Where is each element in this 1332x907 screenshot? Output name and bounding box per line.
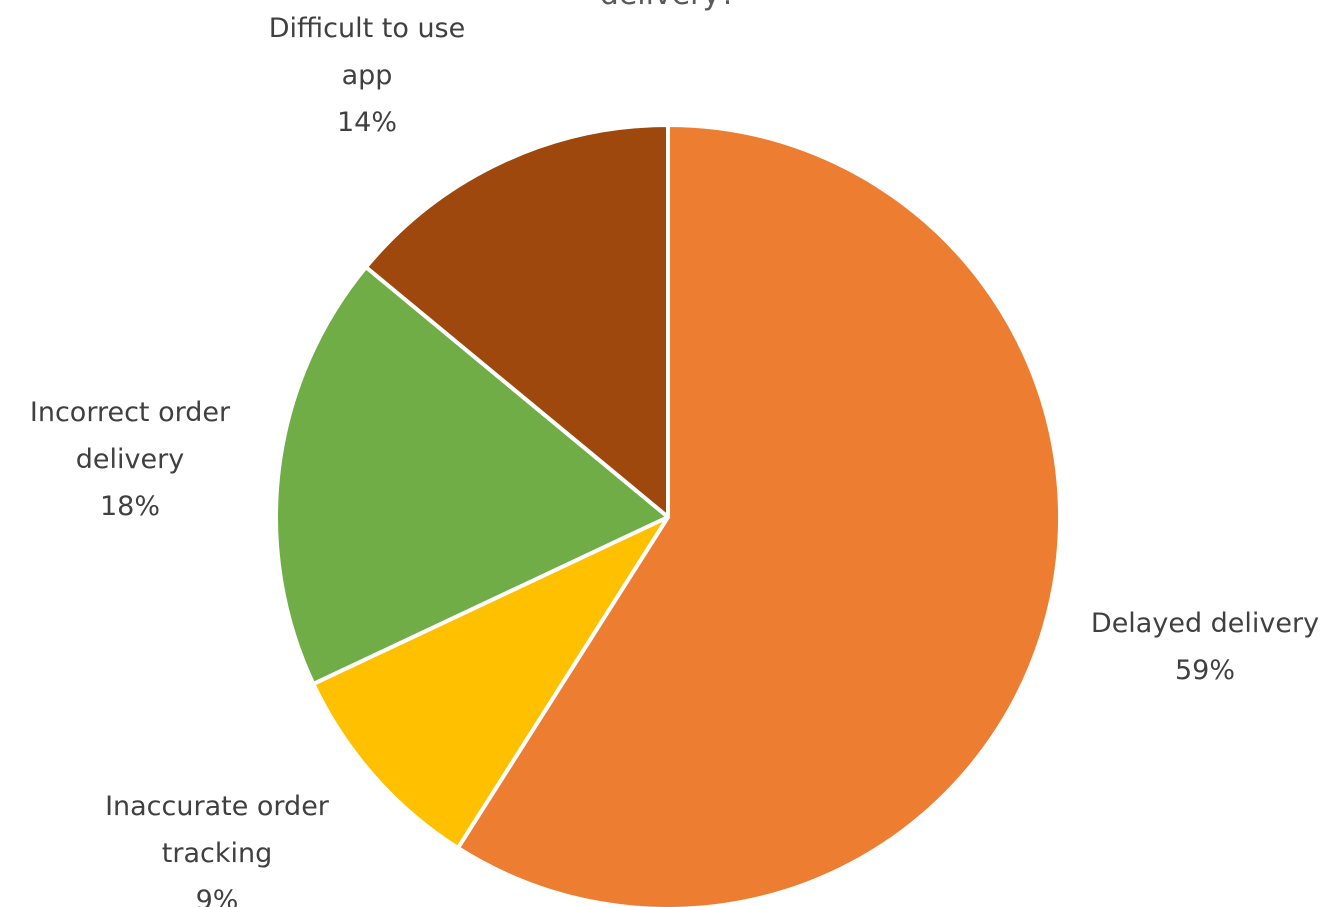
data-label-inaccurate-order-tracking: Inaccurate order tracking 9% (105, 791, 330, 907)
data-label-difficult-to-use-app: Difficult to use app 14% (269, 13, 466, 138)
pie-data-labels: Delayed delivery 59% Inaccurate order track… (30, 13, 1319, 907)
data-label-delayed-delivery: Delayed delivery 59% (1091, 608, 1319, 686)
pie-slice-inaccurate-order-tracking (311, 515, 670, 850)
pie-slice-incorrect-order-delivery (274, 265, 670, 686)
pie-slice-difficult-to-use-app (363, 123, 670, 519)
data-label-incorrect-order-delivery: Incorrect order delivery 18% (30, 397, 231, 522)
chart-title: delivery? (600, 0, 736, 12)
pie-slices (274, 123, 1062, 907)
pie-slice-delayed-delivery (455, 123, 1062, 907)
